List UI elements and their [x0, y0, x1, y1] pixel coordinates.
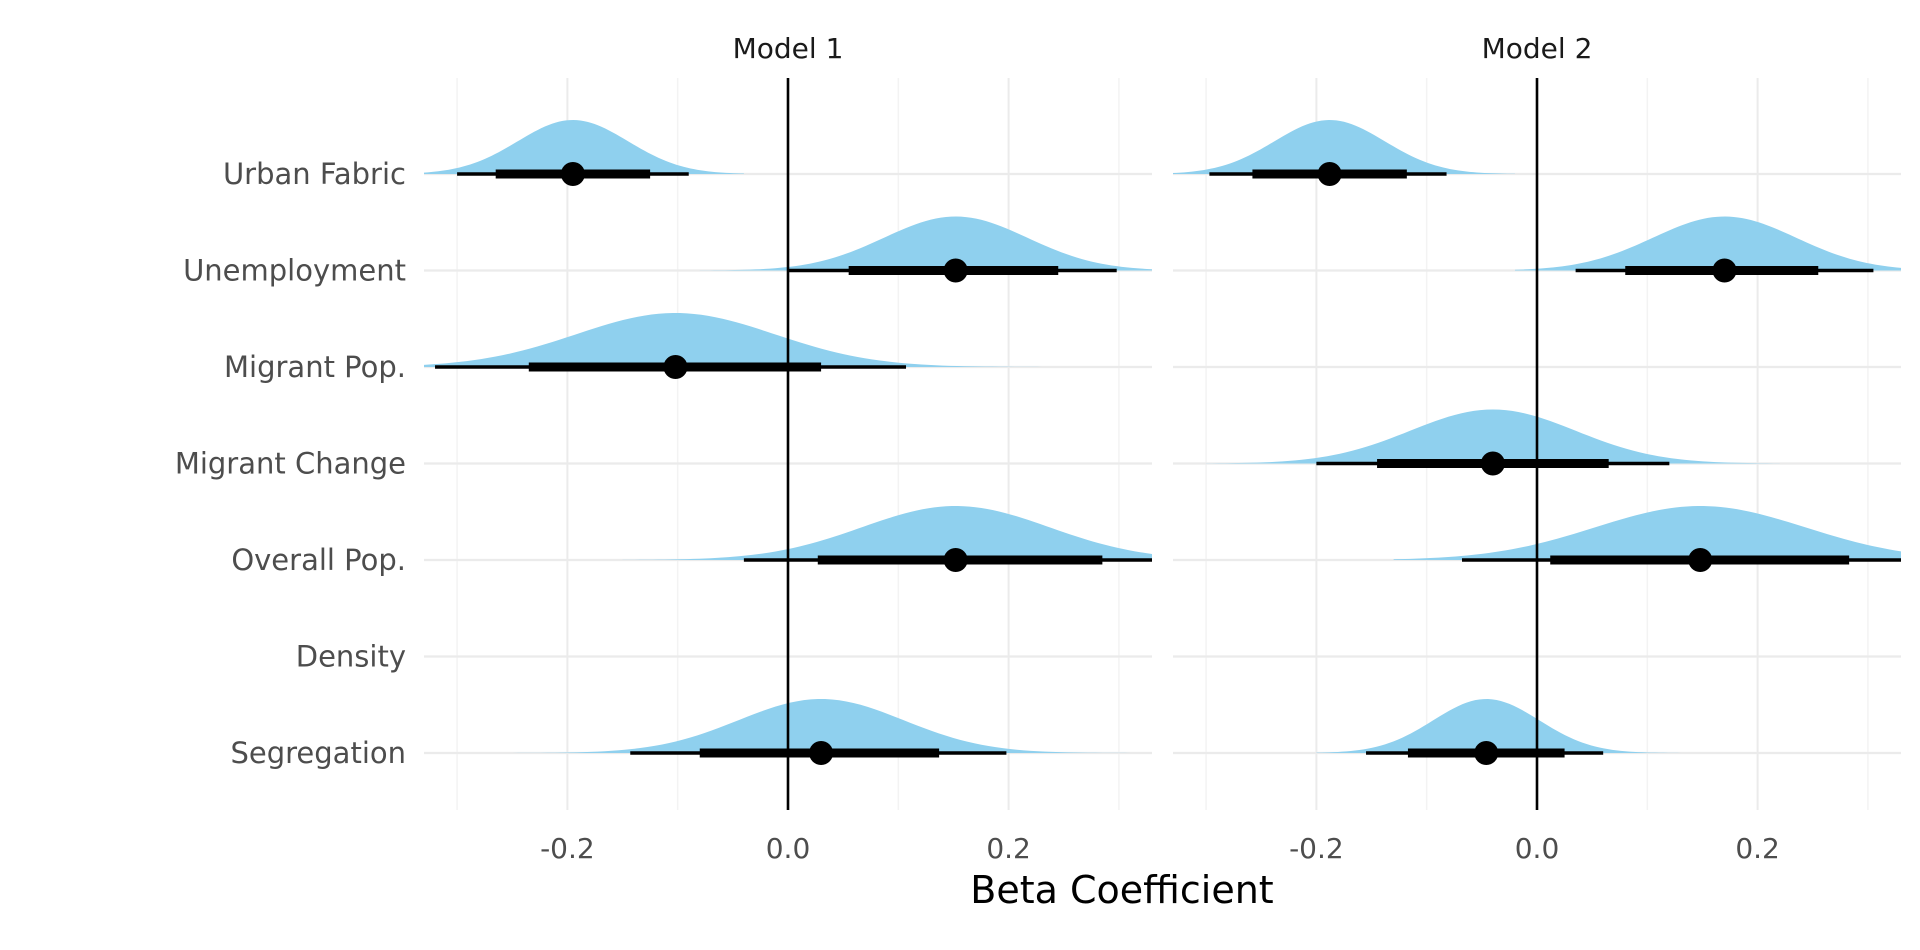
density-urban-fabric — [424, 120, 744, 174]
point-estimate-unemployment — [1712, 258, 1737, 283]
panel-title-model-2: Model 2 — [1482, 32, 1593, 65]
y-label-segregation: Segregation — [230, 736, 406, 770]
panel-title-model-1: Model 1 — [733, 32, 844, 65]
reference-line-layer — [786, 78, 1539, 810]
density-layer — [424, 120, 1901, 753]
text-layer: -0.2 0.0 0.2 Model 1 -0.2 0.0 0.2 Model 2 Urban … — [175, 32, 1780, 865]
point-estimate-urban-fabric — [1317, 162, 1342, 186]
x-tick-label: 0.0 — [766, 832, 811, 865]
y-label-urban-fabric: Urban Fabric — [223, 157, 406, 191]
point-estimate-segregation — [809, 741, 834, 765]
density-segregation — [1316, 699, 1703, 753]
x-tick-label: 0.2 — [1735, 832, 1780, 865]
x-tick-label: 0.0 — [1515, 832, 1560, 865]
density-segregation — [512, 699, 1152, 753]
point-estimate-unemployment — [943, 258, 968, 283]
density-unemployment — [699, 216, 1152, 271]
density-overall-pop — [622, 506, 1152, 560]
point-estimate-overall-pop — [1688, 548, 1713, 572]
grid-layer — [424, 78, 1901, 810]
density-migrant-change — [1206, 409, 1780, 464]
y-label-overall-pop: Overall Pop. — [231, 543, 406, 577]
point-estimate-overall-pop — [943, 548, 968, 572]
point-estimate-migrant-change — [1480, 451, 1505, 476]
point-estimate-segregation — [1474, 741, 1499, 765]
x-tick-label: -0.2 — [1289, 832, 1344, 865]
density-unemployment — [1514, 216, 1901, 271]
density-overall-pop — [1393, 506, 1901, 560]
y-label-migrant-change: Migrant Change — [175, 447, 406, 481]
interval-layer — [435, 162, 1901, 765]
point-estimate-urban-fabric — [560, 162, 585, 186]
y-label-migrant-pop: Migrant Pop. — [224, 350, 406, 384]
x-tick-label: -0.2 — [540, 832, 595, 865]
y-label-density: Density — [296, 640, 406, 674]
y-label-unemployment: Unemployment — [183, 254, 406, 288]
density-migrant-pop — [424, 313, 1064, 367]
x-axis-title: Beta Coefficient — [970, 868, 1273, 912]
x-tick-label: 0.2 — [986, 832, 1031, 865]
point-estimate-migrant-pop — [663, 355, 688, 379]
density-urban-fabric — [1173, 120, 1515, 174]
